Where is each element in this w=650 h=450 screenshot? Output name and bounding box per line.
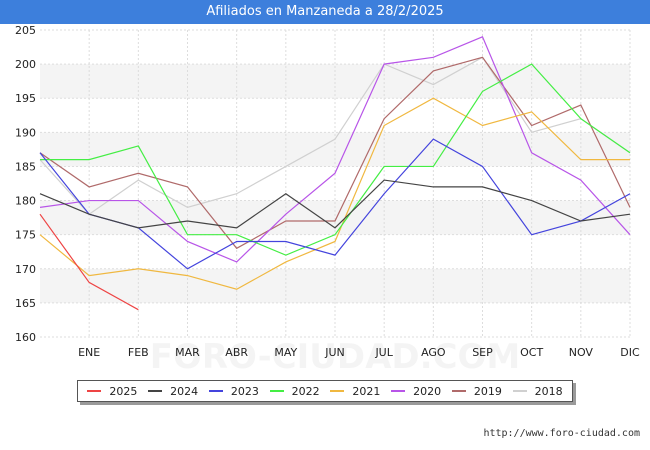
x-tick-label: JUN <box>324 346 345 359</box>
series-line-2025 <box>39 213 139 311</box>
plot-band <box>40 268 630 303</box>
legend-label: 2021 <box>352 384 381 398</box>
legend-swatch <box>330 390 345 392</box>
plot-band <box>40 64 630 99</box>
legend-item-2018: 2018 <box>512 384 563 398</box>
x-tick-label: ABR <box>225 346 248 359</box>
y-tick-label: 195 <box>15 92 36 105</box>
y-tick-label: 170 <box>15 263 36 276</box>
y-tick-label: 175 <box>15 229 36 242</box>
footer-url: http://www.foro-ciudad.com <box>483 428 640 439</box>
legend-swatch <box>269 390 284 392</box>
y-tick-label: 160 <box>15 331 36 344</box>
legend: 2025 2024 2023 2022 2021 2020 2019 2018 <box>77 380 573 402</box>
x-tick-label: JUL <box>374 346 393 359</box>
x-tick-label: MAR <box>175 346 200 359</box>
x-tick-label: FEB <box>128 346 149 359</box>
gridlines <box>40 29 631 338</box>
legend-swatch <box>87 390 102 392</box>
series-line-2018 <box>39 56 631 215</box>
series-line-2021 <box>39 97 630 290</box>
y-tick-label: 165 <box>15 297 36 310</box>
x-tick-label: DIC <box>620 346 640 359</box>
legend-swatch <box>391 390 406 392</box>
plot-band <box>40 200 630 235</box>
series-lines <box>39 36 631 311</box>
legend-item-2020: 2020 <box>391 385 441 398</box>
y-tick-label: 190 <box>15 126 36 139</box>
y-tick-label: 180 <box>15 195 36 208</box>
legend-label: 2018 <box>534 384 563 398</box>
series-line-2019 <box>39 56 631 250</box>
series-line-2020 <box>39 36 631 263</box>
legend-item-2019: 2019 <box>451 384 502 398</box>
legend-swatch <box>148 390 163 392</box>
legend-label: 2019 <box>473 384 502 398</box>
legend-label: 2024 <box>170 384 199 398</box>
series-line-2024 <box>39 179 631 229</box>
legend-swatch <box>451 390 466 392</box>
y-axis-ticks: 160 165 170 175 180 185 190 195 200 205 <box>15 24 36 344</box>
plot-band <box>40 132 630 167</box>
legend-item-2022: 2022 <box>269 384 320 398</box>
chart-title: Afiliados en Manzaneda a 28/2/2025 <box>0 0 650 24</box>
legend-item-2025: 2025 <box>87 385 137 398</box>
x-tick-label: SEP <box>472 346 493 359</box>
x-axis-ticks: ENE FEB MAR ABR MAY JUN JUL AGO SEP OCT NOV DIC <box>78 346 640 359</box>
watermark: FORO-CIUDAD.COM <box>150 337 521 377</box>
series-line-2022 <box>40 63 631 256</box>
y-tick-label: 205 <box>15 24 36 37</box>
legend-swatch <box>512 390 527 392</box>
legend-swatch <box>208 390 223 392</box>
legend-label: 2023 <box>230 384 259 398</box>
legend-label: 2022 <box>291 384 320 398</box>
legend-label: 2025 <box>109 384 138 398</box>
x-tick-label: OCT <box>520 346 543 359</box>
x-tick-label: NOV <box>569 346 594 359</box>
legend-item-2023: 2023 <box>208 384 259 398</box>
x-tick-label: ENE <box>78 346 100 359</box>
y-tick-label: 200 <box>15 58 36 71</box>
x-tick-label: AGO <box>421 346 446 359</box>
y-tick-label: 185 <box>15 160 36 173</box>
x-tick-label: MAY <box>274 346 297 359</box>
legend-item-2021: 2021 <box>330 385 380 398</box>
legend-item-2024: 2024 <box>148 385 198 398</box>
legend-label: 2020 <box>413 384 442 398</box>
